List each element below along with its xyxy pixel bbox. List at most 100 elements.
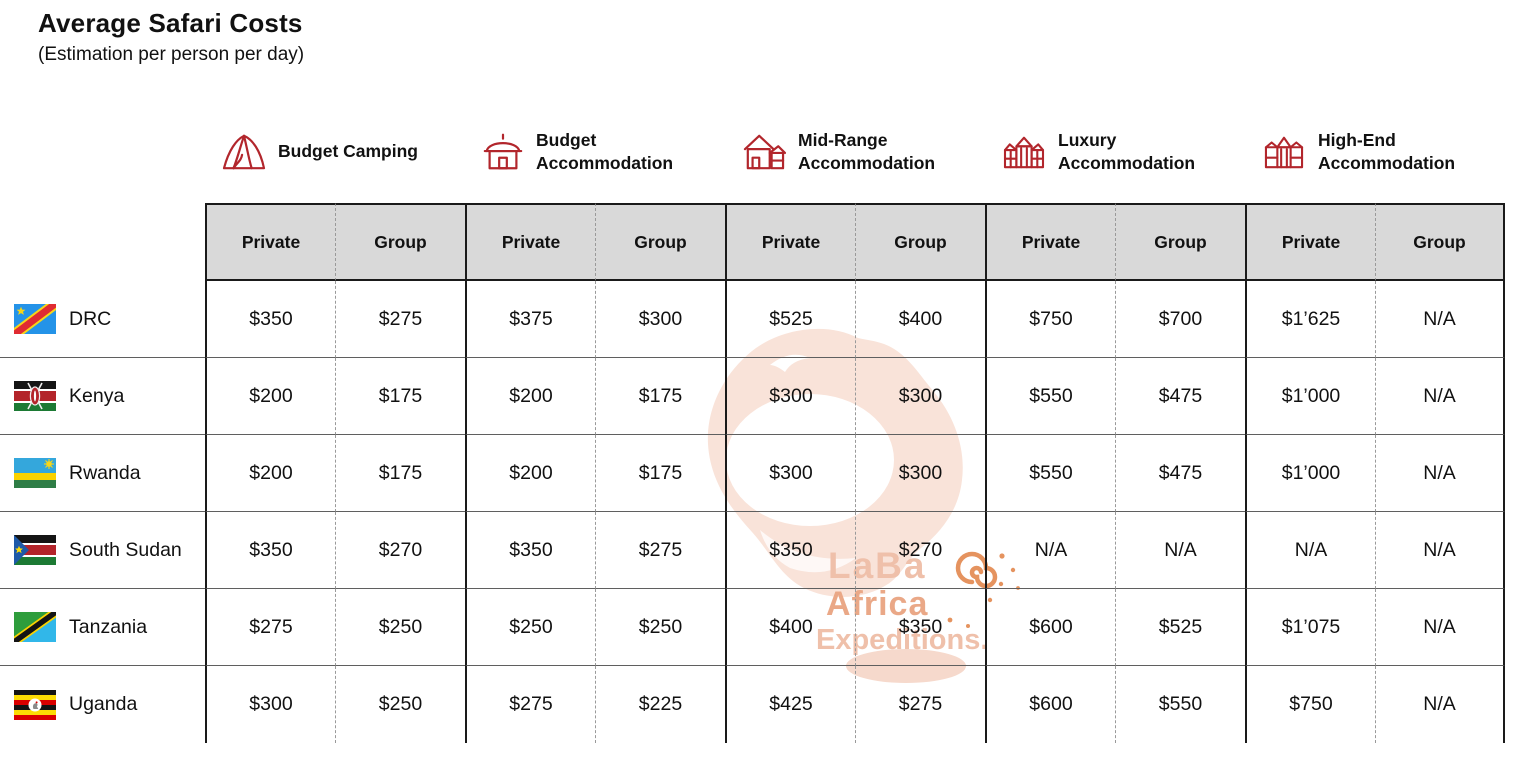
country-label: Kenya <box>69 384 125 407</box>
cost-cell: $250 <box>335 589 465 666</box>
category-label-line: Accommodation <box>536 153 674 173</box>
cost-cell: $275 <box>855 666 985 743</box>
cost-cell: $1’000 <box>1245 358 1375 435</box>
cost-cell: N/A <box>1375 512 1505 589</box>
category-mid-range-accommodation: Mid-Range Accommodation <box>725 110 985 194</box>
cost-cell: $550 <box>985 358 1115 435</box>
row-header-kenya: Kenya <box>0 358 205 435</box>
column-header-group-0: Group <box>335 203 465 281</box>
row-header-drc: DRC <box>0 281 205 358</box>
category-label-line: Luxury <box>1058 129 1117 150</box>
cost-cell: $270 <box>855 512 985 589</box>
cost-cell: $525 <box>725 281 855 358</box>
category-label-line: Mid-Range <box>798 129 888 150</box>
cost-cell: $350 <box>855 589 985 666</box>
house-icon <box>741 132 787 172</box>
cost-cell: N/A <box>1245 512 1375 589</box>
drc-flag-icon <box>14 304 56 334</box>
category-label: High-End Accommodation <box>1318 129 1455 175</box>
category-label: Mid-Range Accommodation <box>798 129 935 175</box>
cost-cell: $175 <box>595 435 725 512</box>
category-legend: Budget Camping Budget Accommodation Mid-Ran… <box>205 110 1505 194</box>
cost-cell: $425 <box>725 666 855 743</box>
cost-cell: $200 <box>205 358 335 435</box>
south-sudan-flag-icon <box>14 535 56 565</box>
cost-cell: $475 <box>1115 435 1245 512</box>
cost-cell: $275 <box>595 512 725 589</box>
cost-cell: N/A <box>1375 435 1505 512</box>
country-label: Tanzania <box>69 615 148 638</box>
cost-cell: $400 <box>725 589 855 666</box>
cost-cell: $475 <box>1115 358 1245 435</box>
cost-cell: $400 <box>855 281 985 358</box>
category-high-end-accommodation: High-End Accommodation <box>1245 110 1505 194</box>
column-header-group-1: Group <box>595 203 725 281</box>
cost-cell: $1’625 <box>1245 281 1375 358</box>
cost-cell: $550 <box>1115 666 1245 743</box>
column-header-private-4: Private <box>1245 203 1375 281</box>
cost-cell: $750 <box>985 281 1115 358</box>
cost-cell: N/A <box>1115 512 1245 589</box>
cost-cell: $200 <box>465 358 595 435</box>
column-header-group-3: Group <box>1115 203 1245 281</box>
cost-cell: $225 <box>595 666 725 743</box>
cost-cell: $350 <box>725 512 855 589</box>
country-label: DRC <box>69 307 112 330</box>
cost-table: Private Group Private Group Private Group Priv… <box>0 203 1505 743</box>
tanzania-flag-icon <box>14 612 56 642</box>
cost-cell: $200 <box>465 435 595 512</box>
page-subtitle: (Estimation per person per day) <box>38 44 305 65</box>
category-label-line: Accommodation <box>798 153 936 173</box>
cost-cell: $175 <box>335 435 465 512</box>
column-header-group-4: Group <box>1375 203 1505 281</box>
tent-icon <box>221 132 267 172</box>
country-label: Rwanda <box>69 461 141 484</box>
cost-cell: $750 <box>1245 666 1375 743</box>
cost-cell: $250 <box>335 666 465 743</box>
cost-cell: $175 <box>335 358 465 435</box>
kenya-flag-icon <box>14 381 56 411</box>
cost-cell: $1’000 <box>1245 435 1375 512</box>
country-label: Uganda <box>69 693 138 715</box>
cost-cell: $1’075 <box>1245 589 1375 666</box>
villa-icon <box>1001 133 1047 171</box>
column-header-private-0: Private <box>205 203 335 281</box>
cost-cell: $300 <box>725 435 855 512</box>
row-header-south-sudan: South Sudan <box>0 512 205 589</box>
row-header-tanzania: Tanzania <box>0 589 205 666</box>
cost-cell: $525 <box>1115 589 1245 666</box>
cost-cell: $550 <box>985 435 1115 512</box>
cost-cell: $175 <box>595 358 725 435</box>
rwanda-flag-icon <box>14 458 56 488</box>
cost-cell: N/A <box>1375 666 1505 743</box>
category-label: Budget Camping <box>278 140 418 163</box>
category-label-line: Accommodation <box>1058 153 1196 173</box>
cost-cell: $200 <box>205 435 335 512</box>
page-title: Average Safari Costs <box>38 8 303 38</box>
column-header-group-2: Group <box>855 203 985 281</box>
category-label: Luxury Accommodation <box>1058 129 1195 175</box>
category-budget-camping: Budget Camping <box>205 110 465 194</box>
cost-cell: $350 <box>465 512 595 589</box>
cost-cell: $275 <box>335 281 465 358</box>
uganda-flag-icon <box>14 689 56 720</box>
cost-cell: $250 <box>595 589 725 666</box>
cost-cell: $375 <box>465 281 595 358</box>
category-label: Budget Accommodation <box>536 129 673 175</box>
cost-cell: $300 <box>855 435 985 512</box>
cost-cell: $300 <box>205 666 335 743</box>
category-label-line: Accommodation <box>1318 153 1456 173</box>
country-label: South Sudan <box>69 538 182 561</box>
cost-cell: N/A <box>1375 358 1505 435</box>
cost-cell: $700 <box>1115 281 1245 358</box>
category-label-line: Budget <box>536 129 597 150</box>
cost-cell: N/A <box>1375 281 1505 358</box>
cost-cell: $270 <box>335 512 465 589</box>
category-label-line: Budget Camping <box>278 141 418 162</box>
cost-cell: $275 <box>465 666 595 743</box>
cost-cell: $600 <box>985 589 1115 666</box>
cost-cell: $300 <box>595 281 725 358</box>
cost-cell: $350 <box>205 512 335 589</box>
cost-cell: N/A <box>1375 589 1505 666</box>
column-header-private-2: Private <box>725 203 855 281</box>
